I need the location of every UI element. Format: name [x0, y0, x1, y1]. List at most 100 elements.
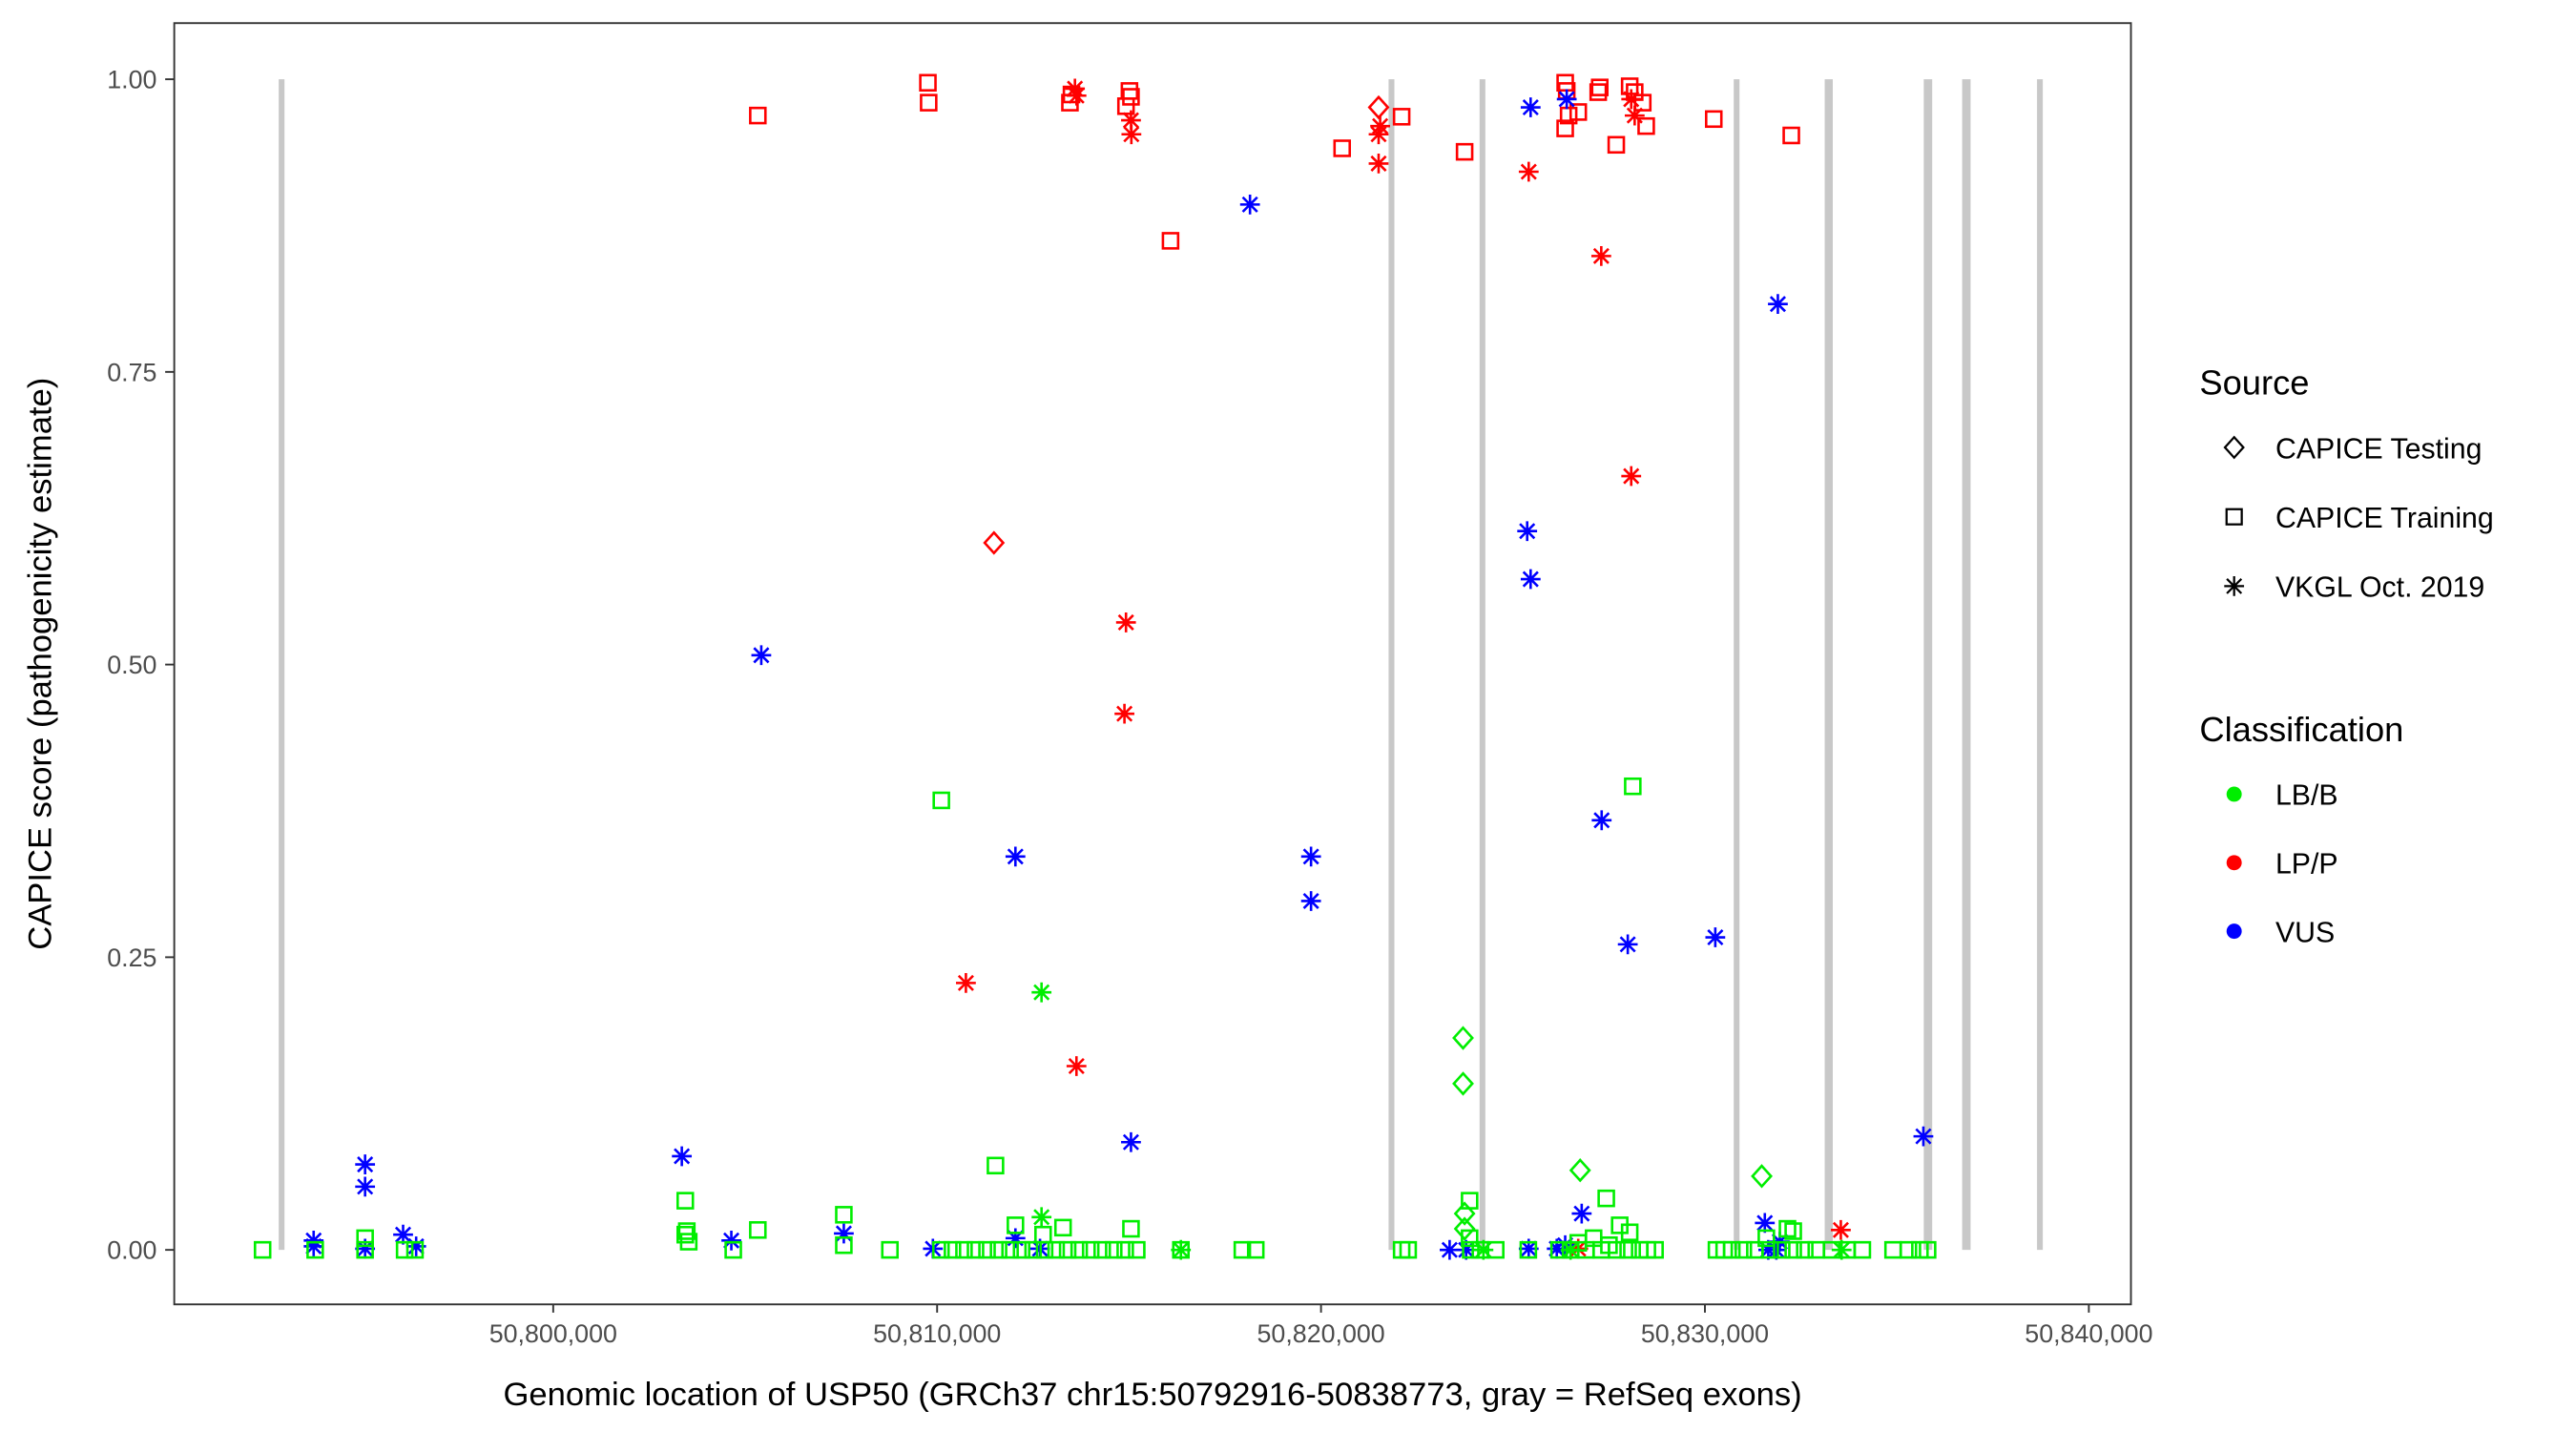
- data-point-training-lbb: [1058, 1240, 1077, 1259]
- data-point-vkgl-vus: [1517, 521, 1538, 542]
- data-point-vkgl-vus: [721, 1230, 741, 1251]
- data-point-vkgl-vus: [1705, 927, 1726, 947]
- data-point-vkgl-lpp: [1590, 245, 1611, 266]
- data-point-training-lbb: [1246, 1240, 1265, 1259]
- data-point-training-lpp: [749, 106, 767, 125]
- data-point-vkgl-lpp: [1115, 612, 1136, 633]
- data-point-training-lbb: [1919, 1240, 1937, 1259]
- x-tick-label: 50,810,000: [873, 1319, 1001, 1348]
- data-point-training-lpp: [1568, 103, 1588, 121]
- data-point-training-lbb: [1007, 1216, 1025, 1234]
- data-point-vkgl-vus: [1755, 1213, 1776, 1234]
- data-point-vkgl-lpp: [1518, 161, 1539, 182]
- data-point-training-lbb: [1608, 1240, 1626, 1259]
- data-point-vkgl-lbb: [1031, 1207, 1052, 1228]
- y-tick-label: 0.50: [107, 651, 156, 679]
- data-point-testing-lpp: [983, 530, 1006, 555]
- legend-label: CAPICE Testing: [2275, 433, 2482, 465]
- data-point-training-lbb: [724, 1240, 742, 1259]
- data-point-training-lbb: [1024, 1240, 1043, 1259]
- data-point-training-lbb: [835, 1235, 853, 1255]
- data-point-training-lbb: [955, 1240, 973, 1259]
- data-point-training-lbb: [966, 1240, 985, 1259]
- data-point-vkgl-vus: [405, 1236, 426, 1256]
- data-point-vkgl-vus: [1768, 294, 1788, 315]
- legend-label: LB/B: [2275, 780, 2338, 812]
- data-point-training-lbb: [356, 1240, 374, 1259]
- data-point-training-lbb: [1105, 1240, 1123, 1259]
- data-point-testing-lbb: [1452, 1026, 1474, 1050]
- legend-item-lbb: LB/B: [2226, 780, 2338, 812]
- exon-band: [1734, 79, 1740, 1251]
- data-point-training-lbb: [1624, 777, 1642, 796]
- data-point-training-lpp: [1392, 108, 1411, 126]
- exon-band: [1388, 79, 1395, 1251]
- data-point-vkgl-vus: [1520, 569, 1541, 590]
- data-point-vkgl-vus: [355, 1176, 376, 1197]
- data-point-training-lbb: [1233, 1240, 1252, 1259]
- data-point-training-lbb: [1796, 1240, 1814, 1259]
- legend-source-title: Source: [2199, 363, 2309, 403]
- data-point-training-lpp: [1161, 232, 1180, 250]
- data-point-training-lbb: [1597, 1189, 1615, 1208]
- data-point-testing-lbb: [1453, 1201, 1476, 1226]
- data-point-testing-lbb: [1453, 1216, 1476, 1241]
- data-point-vkgl-lpp: [1114, 703, 1134, 724]
- data-point-training-lbb: [1070, 1240, 1089, 1259]
- data-point-vkgl-vus: [1766, 1239, 1787, 1260]
- exon-band: [1962, 79, 1971, 1251]
- data-point-vkgl-lbb: [1473, 1239, 1494, 1260]
- data-point-training-lbb: [1053, 1218, 1072, 1237]
- exon-band: [1479, 79, 1485, 1251]
- exon-band: [1923, 79, 1933, 1251]
- data-point-training-lbb: [835, 1206, 853, 1224]
- color-dot-icon: [2226, 923, 2242, 940]
- data-point-training-lbb: [306, 1240, 324, 1259]
- x-tick-label: 50,840,000: [2025, 1319, 2152, 1348]
- x-axis-title: Genomic location of USP50 (GRCh37 chr15:…: [503, 1377, 1801, 1413]
- data-point-training-lpp: [920, 93, 938, 112]
- color-dot-icon: [2226, 786, 2242, 802]
- data-point-training-lbb: [1646, 1240, 1664, 1259]
- data-point-training-lbb: [1122, 1219, 1140, 1238]
- data-point-training-lpp: [1590, 78, 1610, 96]
- data-point-training-lbb: [1722, 1240, 1741, 1259]
- data-point-training-lbb: [1773, 1240, 1791, 1259]
- asterisk-icon: [2224, 576, 2245, 596]
- data-point-training-lpp: [1704, 110, 1723, 129]
- data-point-training-lbb: [679, 1233, 698, 1251]
- data-point-training-lbb: [1734, 1240, 1753, 1259]
- legend: Source CAPICE Testing CAPICE Training VKGL…: [2199, 363, 2493, 949]
- data-point-vkgl-lpp: [1066, 1056, 1087, 1076]
- legend-label: VKGL Oct. 2019: [2275, 572, 2484, 604]
- data-point-training-lbb: [1619, 1240, 1637, 1259]
- plot-panel: [173, 22, 2132, 1306]
- data-point-testing-lbb: [1452, 1071, 1474, 1096]
- data-point-training-lpp: [1556, 119, 1574, 137]
- data-point-vkgl-vus: [672, 1146, 693, 1167]
- data-point-vkgl-vus: [1300, 891, 1321, 911]
- data-point-vkgl-lpp: [1065, 78, 1086, 99]
- data-point-training-lbb: [749, 1221, 767, 1239]
- data-point-vkgl-lbb: [1031, 982, 1052, 1003]
- data-point-vkgl-vus: [355, 1238, 376, 1259]
- data-point-training-lbb: [932, 791, 950, 810]
- x-tick-label: 50,800,000: [489, 1319, 617, 1348]
- data-point-vkgl-vus: [1300, 846, 1321, 867]
- data-point-training-lbb: [1853, 1240, 1872, 1259]
- data-point-training-lbb: [405, 1240, 425, 1259]
- data-point-training-lbb: [978, 1240, 996, 1259]
- data-point-vkgl-vus: [1440, 1239, 1460, 1260]
- data-point-vkgl-lpp: [1368, 154, 1389, 174]
- data-point-vkgl-lpp: [1121, 124, 1142, 145]
- data-point-vkgl-vus: [1005, 846, 1026, 867]
- diamond-icon: [2223, 435, 2245, 460]
- legend-item-testing: CAPICE Testing: [2223, 433, 2482, 465]
- data-point-training-lbb: [1116, 1240, 1134, 1259]
- data-point-training-lpp: [1122, 88, 1140, 106]
- data-point-training-lpp: [1607, 135, 1626, 155]
- data-point-training-lpp: [1455, 142, 1474, 161]
- data-point-training-lbb: [395, 1240, 414, 1259]
- data-point-training-lpp: [1782, 126, 1800, 145]
